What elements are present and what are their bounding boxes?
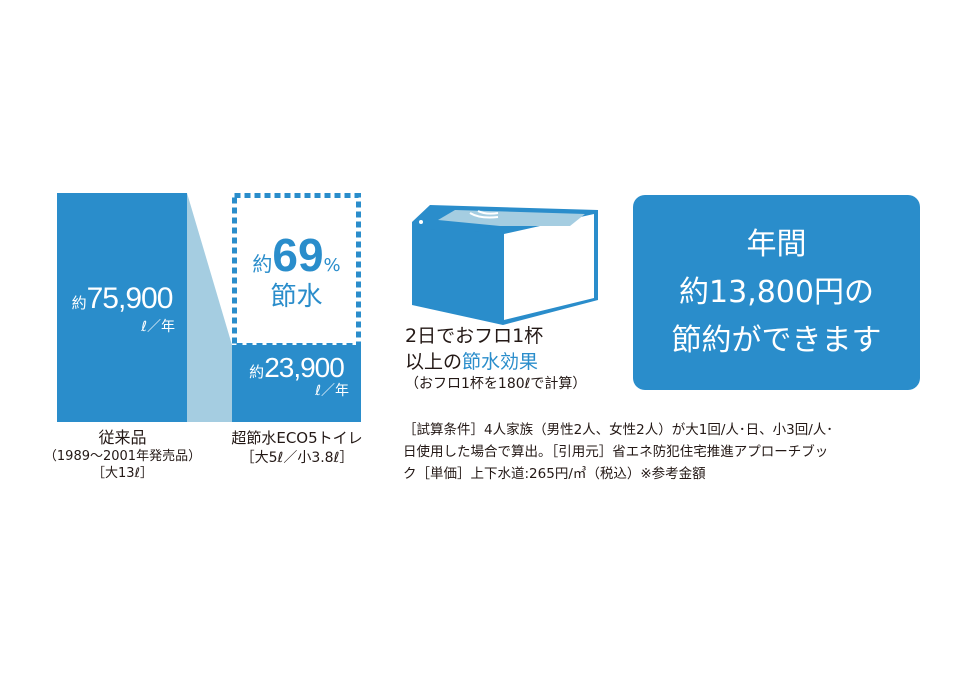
conventional-label: 従来品 （1989〜2001年発売品） ［大13ℓ］ (43, 428, 202, 481)
eco-value: 約23,900 ℓ／年 (249, 352, 349, 399)
bath-caption: 2日でおフロ1杯 以上の節水効果 （おフロ1杯を180ℓで計算） (405, 325, 587, 392)
footnote: ［試算条件］4人家族（男性2人、女性2人）が大1回/人･日、小3回/人･ 日使用… (403, 422, 834, 482)
eco-label: 超節水ECO5トイレ ［大5ℓ／小3.8ℓ］ (231, 429, 363, 466)
saved-portion-outline (232, 193, 361, 348)
eco-bar (232, 345, 361, 422)
conventional-bar (57, 193, 187, 422)
saving-percent: 約69% 節水 (252, 229, 341, 312)
conventional-value: 約75,900 ℓ／年 (71, 282, 175, 335)
savings-box: 年間 約13,800円の 節約ができます (633, 195, 920, 390)
bathtub-icon (412, 205, 598, 325)
reduction-wedge (187, 193, 232, 422)
